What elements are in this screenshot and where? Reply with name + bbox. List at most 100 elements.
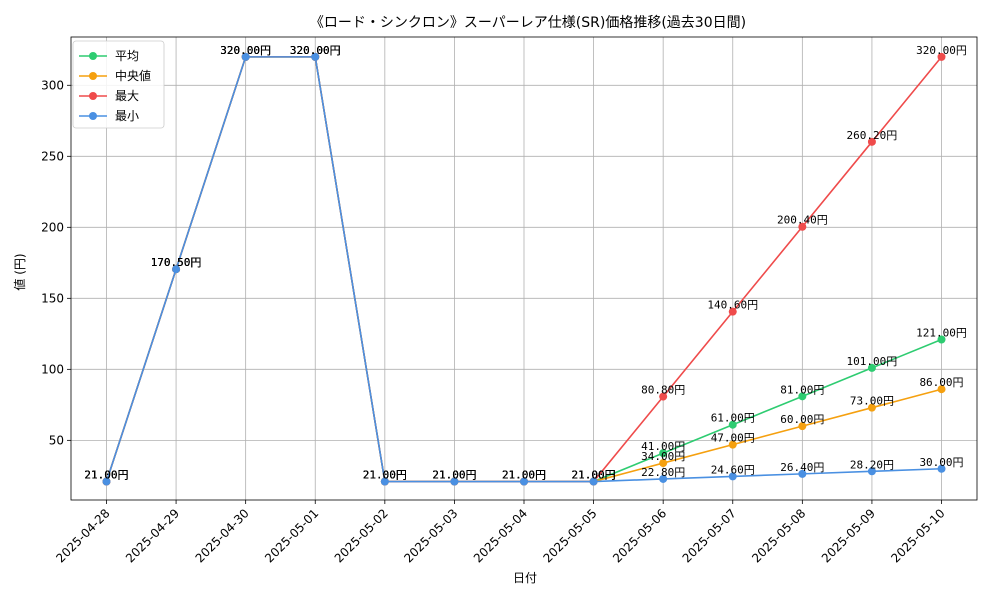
x-tick-label: 2025-05-07 (680, 506, 739, 565)
x-tick-label: 2025-05-08 (749, 506, 808, 565)
legend-label: 最小 (115, 109, 139, 123)
data-label: 21.00円 (363, 469, 407, 482)
data-point (937, 52, 946, 61)
x-tick-label: 2025-04-30 (193, 506, 252, 565)
data-point (728, 440, 737, 449)
data-point (798, 392, 807, 401)
data-point (520, 477, 528, 486)
legend-item: 中央値 (79, 68, 151, 83)
data-label: 320.00円 (290, 44, 341, 57)
data-point (102, 477, 111, 486)
data-label: 21.00円 (432, 469, 476, 482)
data-point (867, 467, 876, 476)
data-point (589, 477, 598, 486)
data-point (937, 385, 946, 394)
data-label: 21.00円 (363, 469, 407, 482)
data-label: 140.60円 (707, 299, 758, 312)
x-tick-label: 2025-05-05 (540, 506, 599, 565)
x-tick-label: 2025-05-10 (888, 506, 947, 565)
axes: 2025-04-28 2025-04-29 2025-04-30 2025-05-01… (41, 36, 978, 565)
data-label: 260.20円 (847, 129, 898, 142)
data-label: 21.00円 (432, 469, 476, 482)
x-axis-label: 日付 (513, 571, 537, 585)
y-tick-label: 200 (41, 220, 64, 234)
y-tick-label: 300 (41, 78, 64, 92)
data-label: 24.60円 (711, 463, 755, 476)
data-label: 170.50円 (151, 256, 202, 269)
data-point (659, 449, 668, 458)
data-label: 81.00円 (780, 383, 824, 396)
data-point (867, 137, 876, 146)
data-label: 320.00円 (220, 44, 271, 57)
data-label: 320.00円 (220, 44, 271, 57)
y-tick-label: 150 (41, 291, 64, 305)
data-label: 21.00円 (572, 469, 616, 482)
data-point (659, 392, 668, 401)
data-point (659, 459, 668, 468)
x-tick-label: 2025-05-03 (401, 506, 460, 565)
data-label: 21.00円 (502, 469, 546, 482)
legend-box (72, 40, 165, 129)
data-label: 28.20円 (850, 458, 894, 471)
data-point (937, 464, 946, 473)
data-point (311, 52, 320, 61)
chart-title: 《ロード・シンクロン》スーパーレア仕様(SR)価格推移(過去30日間) (310, 15, 746, 31)
data-label: 73.00円 (850, 395, 894, 408)
data-label: 21.00円 (502, 469, 546, 482)
legend-label: 平均 (115, 49, 139, 63)
x-tick-label: 2025-04-29 (123, 506, 182, 565)
legend-item: 最小 (79, 109, 139, 123)
data-point (380, 477, 389, 486)
data-label: 170.50円 (151, 256, 202, 269)
legend-marker (89, 72, 97, 80)
data-point (728, 472, 737, 481)
data-point (798, 222, 807, 231)
series-4 (102, 52, 946, 486)
legend-item: 最大 (79, 89, 139, 103)
y-tick-label: 50 (49, 433, 64, 447)
x-tick-label: 2025-05-04 (471, 506, 530, 565)
data-label: 21.00円 (84, 469, 128, 482)
data-point (450, 477, 459, 486)
data-label: 170.50円 (151, 256, 202, 269)
data-point (172, 265, 181, 274)
data-label: 21.00円 (572, 469, 616, 482)
legend-marker (89, 112, 97, 120)
y-axis-label: 値 (円) (12, 253, 27, 290)
plot-frame (70, 36, 978, 501)
data-label: 80.80円 (641, 384, 685, 397)
legend-item: 平均 (79, 49, 139, 63)
data-label: 320.00円 (220, 44, 271, 57)
series-layer (102, 52, 946, 486)
data-label: 200.40円 (777, 214, 828, 227)
data-label: 60.00円 (780, 413, 824, 426)
x-tick-label: 2025-04-28 (53, 506, 112, 565)
data-point (659, 474, 668, 483)
data-label: 34.00円 (641, 450, 685, 463)
data-label: 86.00円 (919, 376, 963, 389)
data-label: 21.00円 (432, 469, 476, 482)
data-label: 21.00円 (502, 469, 546, 482)
x-tick-label: 2025-05-02 (332, 506, 391, 565)
y-tick-label: 250 (41, 149, 64, 163)
data-label: 61.00円 (711, 412, 755, 425)
x-tick-label: 2025-05-06 (610, 506, 669, 565)
data-label: 320.00円 (290, 44, 341, 57)
data-label: 21.00円 (363, 469, 407, 482)
data-label: 21.00円 (572, 469, 616, 482)
legend-label: 中央値 (115, 68, 151, 83)
data-label: 21.00円 (363, 469, 407, 482)
legend-label: 最大 (115, 89, 139, 103)
data-label: 21.00円 (502, 469, 546, 482)
data-label: 21.00円 (84, 469, 128, 482)
data-label: 21.00円 (84, 469, 128, 482)
y-tick-label: 100 (41, 362, 64, 376)
data-label: 170.50円 (151, 256, 202, 269)
data-point (798, 422, 807, 431)
grid (71, 37, 977, 500)
data-label: 21.00円 (84, 469, 128, 482)
data-point (798, 469, 807, 478)
data-label: 121.00円 (916, 327, 967, 340)
